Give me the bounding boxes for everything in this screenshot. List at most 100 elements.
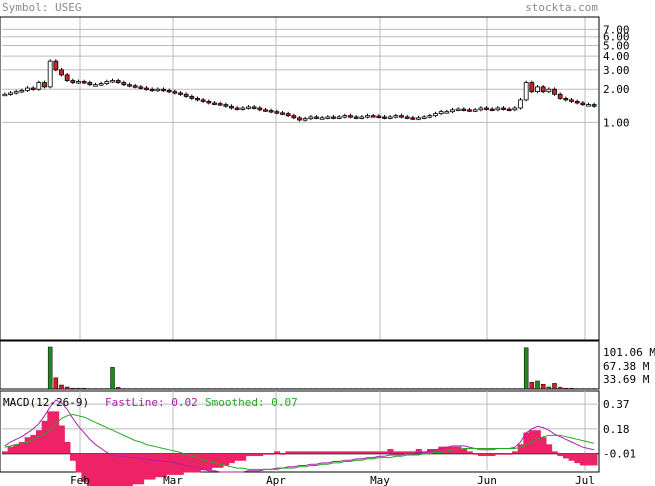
volume-bar bbox=[47, 346, 53, 390]
price-tick-label: 7.00 bbox=[603, 23, 630, 36]
fastline-value: 0.02 bbox=[171, 396, 198, 409]
candle-body bbox=[438, 111, 444, 115]
macd-hist-bar bbox=[41, 420, 48, 454]
candle-body bbox=[263, 109, 268, 112]
macd-hist-bar bbox=[234, 453, 241, 461]
macd-tick-label: 0.18 bbox=[603, 423, 630, 436]
candle-body bbox=[161, 88, 166, 92]
candle-body bbox=[302, 118, 308, 121]
candle-body bbox=[416, 117, 421, 120]
candle-body bbox=[274, 111, 280, 114]
macd-hist-bar bbox=[217, 453, 224, 468]
candle-body bbox=[257, 107, 263, 111]
site-label: stockta.com bbox=[525, 1, 598, 14]
candle-body bbox=[172, 91, 178, 94]
macd-hist-bar bbox=[274, 451, 281, 454]
macd-hist-bar bbox=[585, 453, 592, 466]
macd-hist-bar bbox=[296, 451, 303, 454]
macd-hist-bar bbox=[138, 453, 145, 485]
candle-body bbox=[251, 106, 257, 109]
candle-body bbox=[535, 86, 540, 93]
candle-body bbox=[285, 113, 291, 117]
price-axis: 7.006.005.004.003.00 2.00 1.00 bbox=[603, 23, 630, 129]
candle-body bbox=[591, 104, 597, 107]
candle-body bbox=[19, 90, 25, 93]
candle-body bbox=[280, 112, 285, 115]
macd-hist-bar bbox=[302, 451, 309, 454]
macd-hist-bar bbox=[126, 453, 133, 486]
macd-hist-bar bbox=[308, 451, 315, 454]
macd-hist-bar bbox=[121, 453, 128, 486]
candle-body bbox=[138, 86, 144, 89]
macd-hist-bar bbox=[115, 453, 122, 486]
macd-tick-label: -0.01 bbox=[603, 448, 636, 461]
volume-tick-label: 101.06 M bbox=[603, 346, 655, 359]
macd-hist-bar bbox=[551, 451, 558, 454]
macd-hist-bar bbox=[257, 453, 264, 457]
macd-hist-bar bbox=[228, 453, 235, 464]
macd-hist-bar bbox=[461, 449, 468, 454]
price-tick-label: 5.00 bbox=[603, 39, 630, 52]
macd-hist-bar bbox=[13, 444, 20, 454]
candle-body bbox=[518, 99, 523, 109]
macd-hist-bar bbox=[172, 453, 179, 475]
macd-hist-bar bbox=[580, 453, 587, 466]
macd-hist-bar bbox=[47, 411, 54, 454]
candle-body bbox=[42, 82, 47, 88]
candle-body bbox=[569, 99, 574, 102]
candle-body bbox=[393, 115, 399, 118]
candle-body bbox=[387, 116, 393, 119]
macd-hist-bar bbox=[393, 451, 400, 454]
macd-hist-bar bbox=[240, 453, 247, 461]
macd-hist-bar bbox=[211, 453, 218, 468]
volume-bar bbox=[59, 384, 64, 390]
candle-body bbox=[523, 82, 529, 101]
candle-body bbox=[268, 110, 274, 113]
macd-hist-bar bbox=[387, 449, 394, 454]
candle-body bbox=[93, 84, 98, 87]
candle-body bbox=[144, 87, 149, 90]
macd-hist-bar bbox=[98, 453, 105, 486]
macd-hist-bar bbox=[268, 453, 275, 455]
price-panel bbox=[0, 16, 600, 341]
candle-body bbox=[404, 116, 410, 119]
candle-body bbox=[206, 101, 212, 104]
x-axis: Feb Mar Apr May Jun Jul bbox=[70, 474, 595, 486]
candle-body bbox=[87, 82, 93, 86]
candle-body bbox=[319, 117, 325, 120]
macd-hist-bar bbox=[563, 453, 570, 459]
symbol-label: Symbol: USEG bbox=[2, 1, 81, 14]
volume-bar bbox=[529, 381, 535, 390]
volume-panel bbox=[0, 340, 600, 390]
macd-hist-bar bbox=[109, 453, 116, 486]
macd-hist-bar bbox=[534, 430, 541, 454]
candle-body bbox=[70, 80, 76, 83]
macd-hist-bar bbox=[313, 451, 320, 454]
macd-hist-bar bbox=[444, 446, 451, 454]
macd-hist-bar bbox=[262, 453, 269, 455]
candle-body bbox=[540, 86, 546, 93]
candle-body bbox=[200, 99, 206, 102]
candle-body bbox=[47, 60, 53, 88]
x-tick-label: Feb bbox=[70, 474, 90, 486]
macd-hist-bar bbox=[149, 453, 156, 480]
candle-body bbox=[489, 108, 495, 111]
candle-body bbox=[580, 102, 586, 105]
candle-body bbox=[557, 93, 563, 99]
candle-body bbox=[506, 108, 512, 111]
smoothed-prefix: Smoothed: bbox=[205, 396, 271, 409]
macd-hist-bar bbox=[574, 453, 581, 464]
volume-bar bbox=[81, 387, 87, 390]
candle-body bbox=[308, 116, 314, 120]
volume-axis: 101.06 M67.38 M33.69 M bbox=[603, 346, 655, 386]
macd-hist-bar bbox=[591, 453, 598, 466]
candle-body bbox=[433, 113, 438, 117]
volume-bar bbox=[557, 387, 563, 390]
macd-hist-bar bbox=[70, 453, 77, 461]
macd-hist-bar bbox=[160, 453, 167, 478]
x-tick-label: Apr bbox=[266, 474, 286, 486]
candle-body bbox=[212, 102, 217, 105]
candle-body bbox=[501, 107, 506, 110]
macd-hist-bar bbox=[53, 411, 60, 454]
